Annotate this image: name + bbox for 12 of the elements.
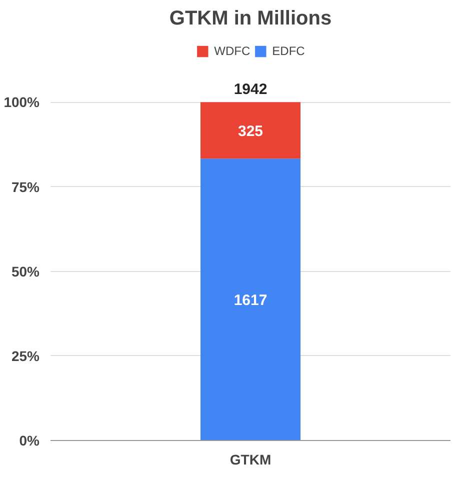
annotation: 1942 [234,81,268,98]
y-tick-label: 25% [11,348,40,364]
legend-label: EDFC [272,44,305,58]
annotation: 1617 [234,292,268,310]
legend-label: WDFC [214,44,250,58]
chart-title: GTKM in Millions [169,8,332,30]
y-tick-label: 75% [11,178,40,195]
y-tick-label: 50% [11,263,40,280]
annotation: 325 [238,122,264,140]
y-tick-label: 100% [4,94,40,110]
x-tick-label: GTKM [230,452,272,468]
y-tick-label: 0% [19,432,40,448]
